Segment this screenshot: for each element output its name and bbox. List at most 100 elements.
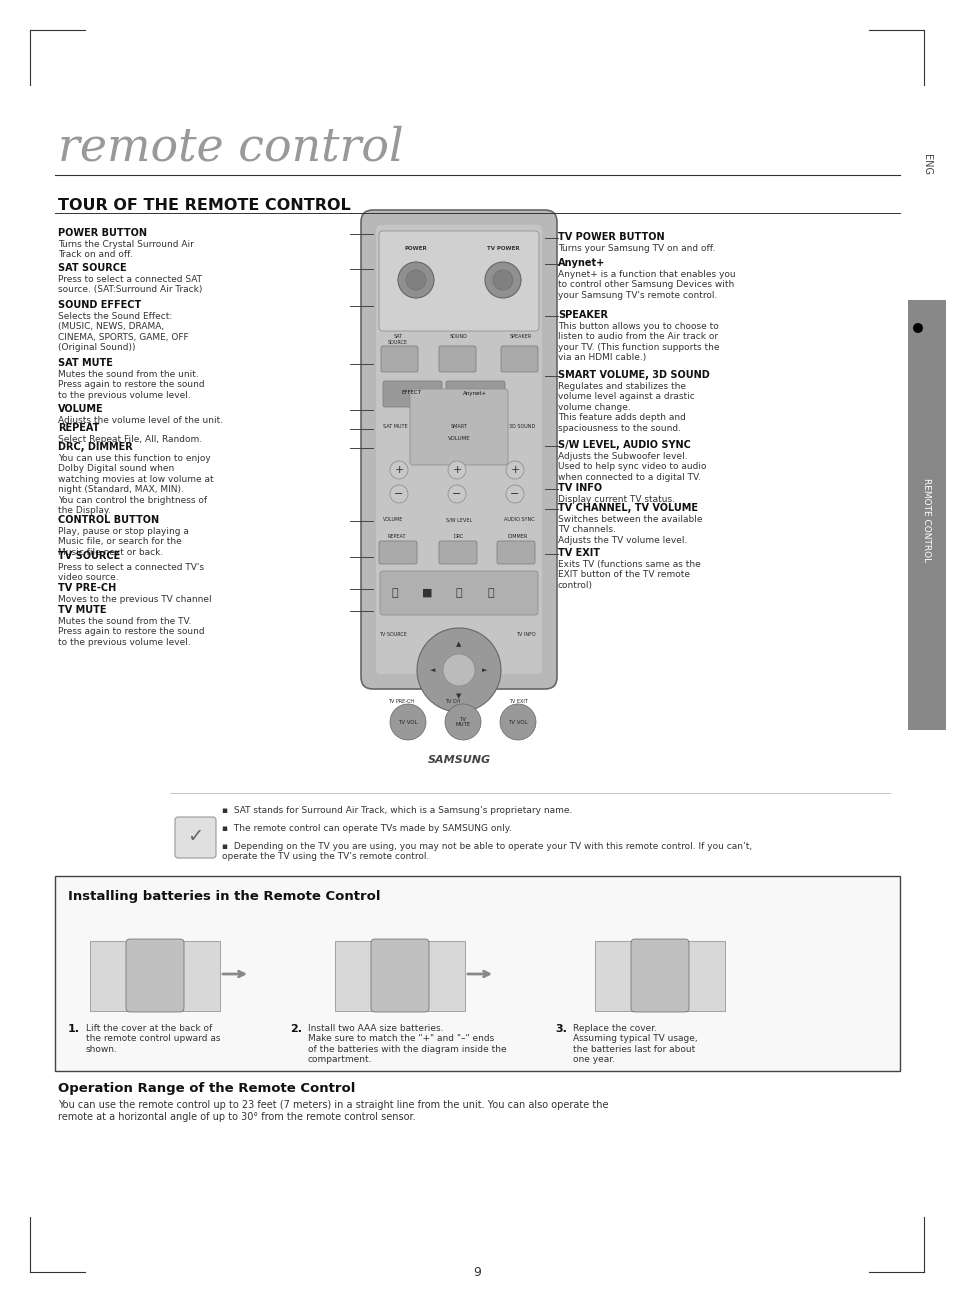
- Text: SOUND EFFECT: SOUND EFFECT: [58, 299, 141, 310]
- Text: TV VOL: TV VOL: [508, 720, 527, 724]
- Circle shape: [406, 270, 426, 290]
- Text: TV INFO: TV INFO: [558, 483, 601, 493]
- Text: VOLUME: VOLUME: [58, 404, 104, 414]
- Text: Operation Range of the Remote Control: Operation Range of the Remote Control: [58, 1082, 355, 1095]
- Text: ⏯: ⏯: [456, 589, 462, 598]
- FancyBboxPatch shape: [379, 572, 537, 615]
- Text: ▪  SAT stands for Surround Air Track, which is a Samsung’s proprietary name.: ▪ SAT stands for Surround Air Track, whi…: [222, 806, 572, 815]
- Text: Anynet+: Anynet+: [462, 391, 487, 396]
- Text: VOLUME: VOLUME: [382, 517, 403, 522]
- FancyBboxPatch shape: [438, 542, 476, 564]
- Text: ✓: ✓: [187, 828, 203, 846]
- Text: ▼: ▼: [456, 693, 461, 699]
- Text: Regulates and stabilizes the
volume level against a drastic
volume change.
This : Regulates and stabilizes the volume leve…: [558, 381, 694, 432]
- Text: S/W LEVEL: S/W LEVEL: [445, 517, 472, 522]
- Text: Adjusts the Subwoofer level.
Used to help sync video to audio
when connected to : Adjusts the Subwoofer level. Used to hel…: [558, 452, 706, 482]
- Text: ▲: ▲: [456, 641, 461, 647]
- FancyBboxPatch shape: [497, 542, 535, 564]
- FancyBboxPatch shape: [410, 389, 507, 465]
- Text: Replace the cover.
Assuming typical TV usage,
the batteries last for about
one y: Replace the cover. Assuming typical TV u…: [573, 1023, 697, 1064]
- Text: AUDIO SYNC: AUDIO SYNC: [504, 517, 535, 522]
- Text: REPEAT: REPEAT: [388, 534, 406, 539]
- Text: TV PRE-CH: TV PRE-CH: [388, 699, 414, 704]
- Text: Press to select a connected TV's
video source.: Press to select a connected TV's video s…: [58, 562, 204, 582]
- Text: 2.: 2.: [290, 1023, 302, 1034]
- Text: TV VOL: TV VOL: [397, 720, 417, 724]
- Text: REPEAT: REPEAT: [58, 423, 99, 434]
- Text: Anynet+: Anynet+: [558, 258, 604, 268]
- Text: Selects the Sound Effect:
(MUSIC, NEWS, DRAMA,
CINEMA, SPORTS, GAME, OFF
(Origin: Selects the Sound Effect: (MUSIC, NEWS, …: [58, 312, 189, 353]
- Circle shape: [390, 486, 408, 503]
- Text: Select Repeat File, All, Random.: Select Repeat File, All, Random.: [58, 435, 202, 444]
- Text: Exits TV (functions same as the
EXIT button of the TV remote
control): Exits TV (functions same as the EXIT but…: [558, 560, 700, 590]
- Text: ◄: ◄: [430, 667, 436, 673]
- Text: ⏮: ⏮: [392, 589, 398, 598]
- Circle shape: [505, 486, 523, 503]
- Text: POWER BUTTON: POWER BUTTON: [58, 228, 147, 238]
- Text: TV CHANNEL, TV VOLUME: TV CHANNEL, TV VOLUME: [558, 503, 698, 513]
- Text: −: −: [452, 490, 461, 499]
- Text: Lift the cover at the back of
the remote control upward as
shown.: Lift the cover at the back of the remote…: [86, 1023, 220, 1053]
- Text: TV SOURCE: TV SOURCE: [378, 631, 407, 637]
- Text: −: −: [394, 490, 403, 499]
- Text: ▪  The remote control can operate TVs made by SAMSUNG only.: ▪ The remote control can operate TVs mad…: [222, 824, 511, 833]
- FancyBboxPatch shape: [371, 939, 429, 1012]
- Bar: [595, 941, 724, 1010]
- Text: SMART VOLUME, 3D SOUND: SMART VOLUME, 3D SOUND: [558, 370, 709, 380]
- Text: +: +: [394, 465, 403, 475]
- FancyBboxPatch shape: [378, 542, 416, 564]
- FancyBboxPatch shape: [375, 225, 541, 674]
- Text: You can use this function to enjoy
Dolby Digital sound when
watching movies at l: You can use this function to enjoy Dolby…: [58, 454, 213, 516]
- Text: Play, pause or stop playing a
Music file, or search for the
Music file next or b: Play, pause or stop playing a Music file…: [58, 527, 189, 557]
- Text: Turns your Samsung TV on and off.: Turns your Samsung TV on and off.: [558, 243, 715, 253]
- Circle shape: [390, 461, 408, 479]
- Text: DIMMER: DIMMER: [507, 534, 527, 539]
- Text: Install two AAA size batteries.
Make sure to match the "+" and "–" ends
of the b: Install two AAA size batteries. Make sur…: [308, 1023, 506, 1064]
- Circle shape: [397, 262, 434, 298]
- Circle shape: [484, 262, 520, 298]
- FancyBboxPatch shape: [630, 939, 688, 1012]
- Text: POWER: POWER: [404, 246, 427, 251]
- Circle shape: [912, 323, 923, 333]
- Text: ▪  Depending on the TV you are using, you may not be able to operate your TV wit: ▪ Depending on the TV you are using, you…: [222, 842, 751, 862]
- Text: EFFECT: EFFECT: [401, 391, 421, 396]
- Text: Adjusts the volume level of the unit.: Adjusts the volume level of the unit.: [58, 417, 223, 424]
- Bar: [335, 941, 464, 1010]
- Text: This button allows you to choose to
listen to audio from the Air track or
your T: This button allows you to choose to list…: [558, 322, 719, 362]
- Text: Press to select a connected SAT
source. (SAT:Surround Air Track): Press to select a connected SAT source. …: [58, 275, 202, 294]
- Text: remote control: remote control: [58, 125, 403, 171]
- Text: TV EXIT: TV EXIT: [509, 699, 527, 704]
- Text: DRC, DIMMER: DRC, DIMMER: [58, 441, 132, 452]
- Circle shape: [444, 704, 480, 740]
- Circle shape: [416, 628, 500, 712]
- Text: ►: ►: [482, 667, 487, 673]
- Text: 3.: 3.: [555, 1023, 566, 1034]
- Text: TV POWER BUTTON: TV POWER BUTTON: [558, 232, 664, 242]
- Text: CONTROL BUTTON: CONTROL BUTTON: [58, 516, 159, 525]
- Circle shape: [499, 704, 536, 740]
- Text: +: +: [510, 465, 519, 475]
- Text: SAT SOURCE: SAT SOURCE: [58, 263, 127, 273]
- Text: ENG: ENG: [921, 155, 931, 176]
- Text: Switches between the available
TV channels.
Adjusts the TV volume level.: Switches between the available TV channe…: [558, 516, 701, 544]
- Text: Turns the Crystal Surround Air
Track on and off.: Turns the Crystal Surround Air Track on …: [58, 240, 193, 259]
- Text: SAT MUTE: SAT MUTE: [382, 424, 407, 428]
- Text: SAT
SOURCE: SAT SOURCE: [388, 335, 408, 345]
- FancyBboxPatch shape: [380, 346, 417, 372]
- Text: SMART: SMART: [450, 424, 467, 428]
- Text: 1.: 1.: [68, 1023, 80, 1034]
- Text: VOLUME: VOLUME: [447, 436, 470, 441]
- Circle shape: [493, 270, 513, 290]
- FancyBboxPatch shape: [382, 381, 441, 408]
- Text: +: +: [452, 465, 461, 475]
- FancyBboxPatch shape: [360, 210, 557, 689]
- Text: Moves to the previous TV channel: Moves to the previous TV channel: [58, 595, 212, 604]
- Text: TV INFO: TV INFO: [516, 631, 536, 637]
- Text: S/W LEVEL, AUDIO SYNC: S/W LEVEL, AUDIO SYNC: [558, 440, 690, 450]
- FancyBboxPatch shape: [500, 346, 537, 372]
- FancyBboxPatch shape: [378, 230, 538, 331]
- Text: SPEAKER: SPEAKER: [509, 335, 532, 339]
- Text: TV CH: TV CH: [445, 699, 460, 704]
- Bar: [55, 876, 899, 1072]
- Text: You can use the remote control up to 23 feet (7 meters) in a straight line from : You can use the remote control up to 23 …: [58, 1100, 608, 1121]
